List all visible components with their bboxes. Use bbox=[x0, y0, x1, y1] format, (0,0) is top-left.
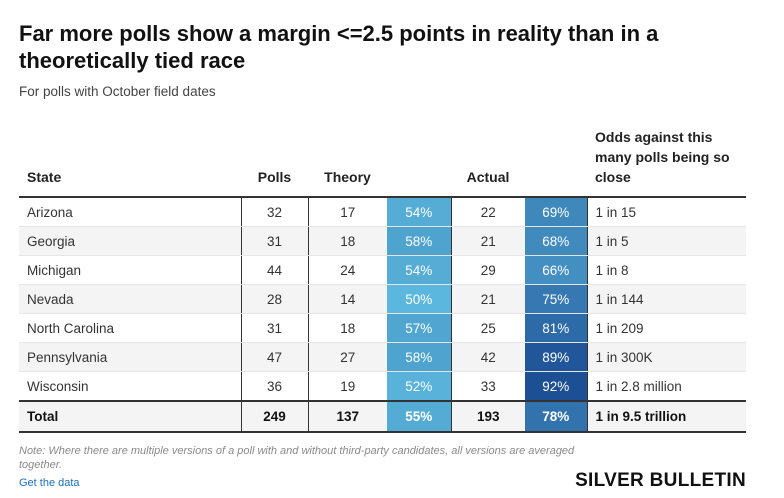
header-actual-pct bbox=[525, 127, 587, 198]
table-row: Michigan 44 24 54% 29 66% 1 in 8 bbox=[19, 255, 746, 285]
header-actual: Actual bbox=[451, 127, 525, 198]
table-row: Arizona 32 17 54% 22 69% 1 in 15 bbox=[19, 197, 746, 227]
odds-cell: 1 in 5 bbox=[586, 226, 746, 256]
actual-pct-cell: 66% bbox=[525, 255, 587, 285]
theory-cell: 24 bbox=[307, 255, 387, 285]
actual-cell: 193 bbox=[450, 400, 525, 433]
theory-pct-cell: 55% bbox=[387, 400, 451, 433]
theory-pct-cell: 57% bbox=[387, 313, 451, 343]
theory-cell: 18 bbox=[307, 313, 387, 343]
actual-cell: 22 bbox=[450, 197, 525, 227]
header-polls: Polls bbox=[241, 127, 308, 198]
actual-cell: 29 bbox=[450, 255, 525, 285]
actual-cell: 21 bbox=[450, 284, 525, 314]
actual-cell: 25 bbox=[450, 313, 525, 343]
state-cell: Arizona bbox=[19, 197, 241, 227]
theory-pct-cell: 58% bbox=[387, 226, 451, 256]
table-row: Georgia 31 18 58% 21 68% 1 in 5 bbox=[19, 226, 746, 256]
theory-pct-cell: 52% bbox=[387, 371, 451, 402]
header-row: State Polls Theory Actual Odds against t… bbox=[19, 127, 746, 198]
odds-cell: 1 in 144 bbox=[586, 284, 746, 314]
state-cell: Pennsylvania bbox=[19, 342, 241, 372]
brand-logo: SILVER BULLETIN bbox=[575, 470, 746, 491]
table-row: North Carolina 31 18 57% 25 81% 1 in 209 bbox=[19, 313, 746, 343]
footnote: Note: Where there are multiple versions … bbox=[19, 445, 575, 471]
polls-cell: 28 bbox=[240, 284, 308, 314]
polls-cell: 44 bbox=[240, 255, 308, 285]
state-cell: North Carolina bbox=[19, 313, 241, 343]
theory-cell: 19 bbox=[307, 371, 387, 402]
theory-pct-cell: 58% bbox=[387, 342, 451, 372]
total-row: Total 249 137 55% 193 78% 1 in 9.5 trillion bbox=[19, 400, 746, 433]
polls-cell: 31 bbox=[240, 226, 308, 256]
polls-cell: 249 bbox=[240, 400, 308, 433]
state-cell: Michigan bbox=[19, 255, 241, 285]
odds-cell: 1 in 15 bbox=[586, 197, 746, 227]
state-cell: Nevada bbox=[19, 284, 241, 314]
polls-cell: 47 bbox=[240, 342, 308, 372]
odds-cell: 1 in 209 bbox=[586, 313, 746, 343]
chart-subtitle: For polls with October field dates bbox=[19, 84, 216, 99]
theory-cell: 18 bbox=[307, 226, 387, 256]
theory-pct-cell: 54% bbox=[387, 197, 451, 227]
header-theory-pct bbox=[387, 127, 451, 198]
polls-cell: 32 bbox=[240, 197, 308, 227]
get-data-link[interactable]: Get the data bbox=[19, 477, 80, 489]
state-cell: Total bbox=[19, 400, 241, 433]
theory-cell: 27 bbox=[307, 342, 387, 372]
actual-pct-cell: 78% bbox=[525, 400, 587, 433]
actual-pct-cell: 89% bbox=[525, 342, 587, 372]
polls-cell: 36 bbox=[240, 371, 308, 402]
theory-cell: 137 bbox=[307, 400, 387, 433]
theory-cell: 14 bbox=[307, 284, 387, 314]
state-cell: Wisconsin bbox=[19, 371, 241, 402]
actual-pct-cell: 75% bbox=[525, 284, 587, 314]
odds-cell: 1 in 300K bbox=[586, 342, 746, 372]
actual-pct-cell: 92% bbox=[525, 371, 587, 402]
theory-pct-cell: 54% bbox=[387, 255, 451, 285]
table-body: Arizona 32 17 54% 22 69% 1 in 15 Georgia 31 18 58%… bbox=[19, 197, 746, 433]
odds-cell: 1 in 9.5 trillion bbox=[586, 400, 746, 433]
header-odds: Odds against this many polls being so cl… bbox=[587, 127, 746, 198]
actual-pct-cell: 68% bbox=[525, 226, 587, 256]
header-state: State bbox=[19, 127, 241, 198]
table-row: Nevada 28 14 50% 21 75% 1 in 144 bbox=[19, 284, 746, 314]
chart-title: Far more polls show a margin <=2.5 point… bbox=[19, 21, 659, 73]
table-row: Wisconsin 36 19 52% 33 92% 1 in 2.8 million bbox=[19, 371, 746, 402]
actual-cell: 33 bbox=[450, 371, 525, 402]
header-theory: Theory bbox=[308, 127, 387, 198]
actual-pct-cell: 69% bbox=[525, 197, 587, 227]
actual-cell: 21 bbox=[450, 226, 525, 256]
odds-cell: 1 in 2.8 million bbox=[586, 371, 746, 402]
state-cell: Georgia bbox=[19, 226, 241, 256]
actual-pct-cell: 81% bbox=[525, 313, 587, 343]
actual-cell: 42 bbox=[450, 342, 525, 372]
theory-cell: 17 bbox=[307, 197, 387, 227]
table-row: Pennsylvania 47 27 58% 42 89% 1 in 300K bbox=[19, 342, 746, 372]
polls-table: State Polls Theory Actual Odds against t… bbox=[19, 127, 746, 433]
polls-cell: 31 bbox=[240, 313, 308, 343]
odds-cell: 1 in 8 bbox=[586, 255, 746, 285]
theory-pct-cell: 50% bbox=[387, 284, 451, 314]
